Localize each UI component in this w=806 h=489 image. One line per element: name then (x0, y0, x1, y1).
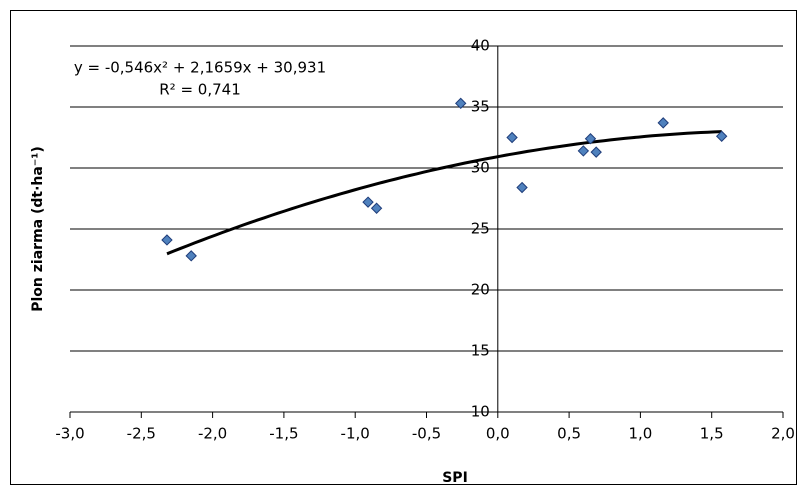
y-tick-label: 30 (471, 159, 490, 177)
x-tick-label: -3,0 (55, 425, 84, 443)
data-point (577, 145, 590, 157)
y-tick-label: 15 (471, 342, 490, 360)
x-axis-title: SPI (442, 470, 468, 486)
data-point (185, 250, 197, 262)
data-point (362, 196, 374, 208)
y-tick-label: 40 (471, 37, 490, 55)
data-point (506, 131, 518, 144)
trendline (166, 130, 722, 256)
x-tick-label: -1,5 (269, 425, 298, 443)
x-tick-label: 2,0 (771, 425, 795, 443)
data-point (715, 130, 728, 142)
x-tick-label: 0,0 (486, 425, 510, 443)
x-tick-label: -2,5 (127, 425, 156, 443)
y-tick-label: 25 (471, 220, 490, 238)
x-tick-label: 1,0 (628, 425, 652, 443)
data-point (161, 234, 173, 246)
data-point (516, 181, 528, 194)
x-tick-label: -0,5 (412, 425, 441, 443)
x-tick-label: -2,0 (198, 425, 227, 443)
y-tick-label: 20 (471, 281, 490, 299)
data-point (455, 97, 467, 110)
trendline-r2: R² = 0,741 (159, 81, 240, 99)
equation-box (92, 56, 308, 100)
x-tick-label: 1,5 (700, 425, 724, 443)
data-point (584, 133, 597, 145)
trendline-equation: y = -0,546x² + 2,1659x + 30,931 (74, 59, 326, 77)
y-axis-title: Plon ziarma (dt·ha⁻¹) (30, 146, 46, 312)
x-tick-label: -1,0 (341, 425, 370, 443)
data-point (590, 146, 602, 158)
data-point (370, 202, 383, 214)
y-tick-label: 35 (471, 98, 490, 116)
x-tick-label: 0,5 (557, 425, 581, 443)
data-point (657, 117, 669, 129)
